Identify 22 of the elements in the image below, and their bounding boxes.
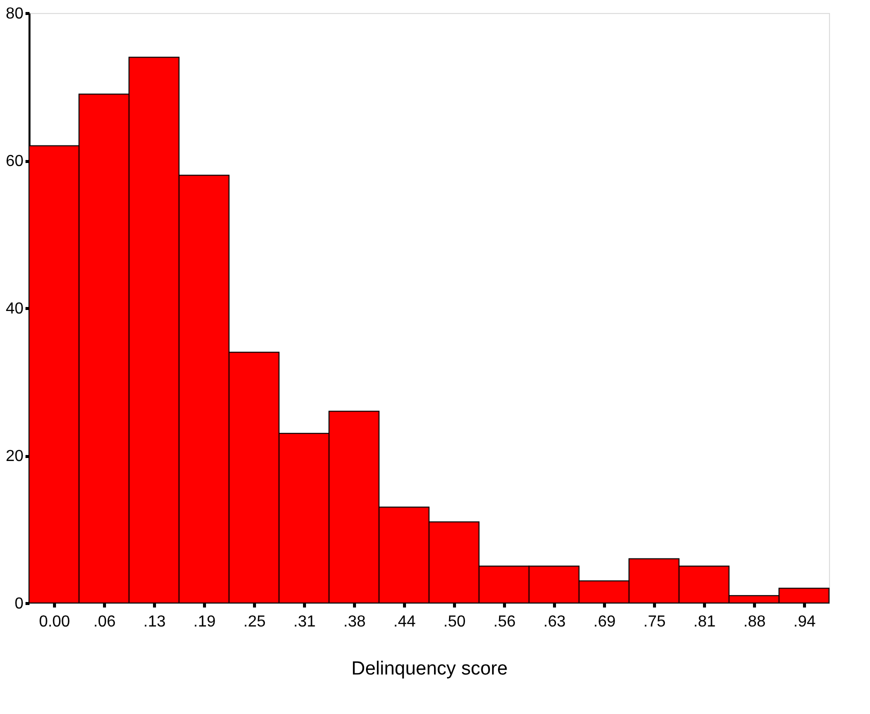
y-tick-label: 80 — [6, 6, 24, 22]
y-tick-label: 0 — [14, 596, 24, 612]
x-tick-label: .31 — [293, 614, 316, 630]
x-tick-label: .38 — [343, 614, 366, 630]
x-tick-label: .19 — [193, 614, 216, 630]
x-tick-label: .13 — [143, 614, 166, 630]
x-tick-label: .75 — [643, 614, 666, 630]
x-tick-label: .06 — [93, 614, 116, 630]
x-tick-label: .44 — [393, 614, 416, 630]
y-tick-label: 20 — [6, 448, 24, 465]
x-tick-label: .88 — [743, 614, 766, 630]
x-axis-title: Delinquency score — [351, 658, 508, 680]
x-tick-label: .63 — [543, 614, 566, 630]
x-tick-label: .56 — [493, 614, 516, 630]
x-tick-label: .81 — [693, 614, 716, 630]
x-tick-label: .69 — [593, 614, 616, 630]
x-tick-label: .25 — [243, 614, 266, 630]
y-tick-label: 40 — [6, 300, 24, 318]
x-tick-label: 0.00 — [38, 614, 70, 630]
x-tick-label: .94 — [793, 614, 816, 630]
y-tick-label: 60 — [6, 153, 24, 170]
x-tick-label: .50 — [443, 614, 466, 630]
